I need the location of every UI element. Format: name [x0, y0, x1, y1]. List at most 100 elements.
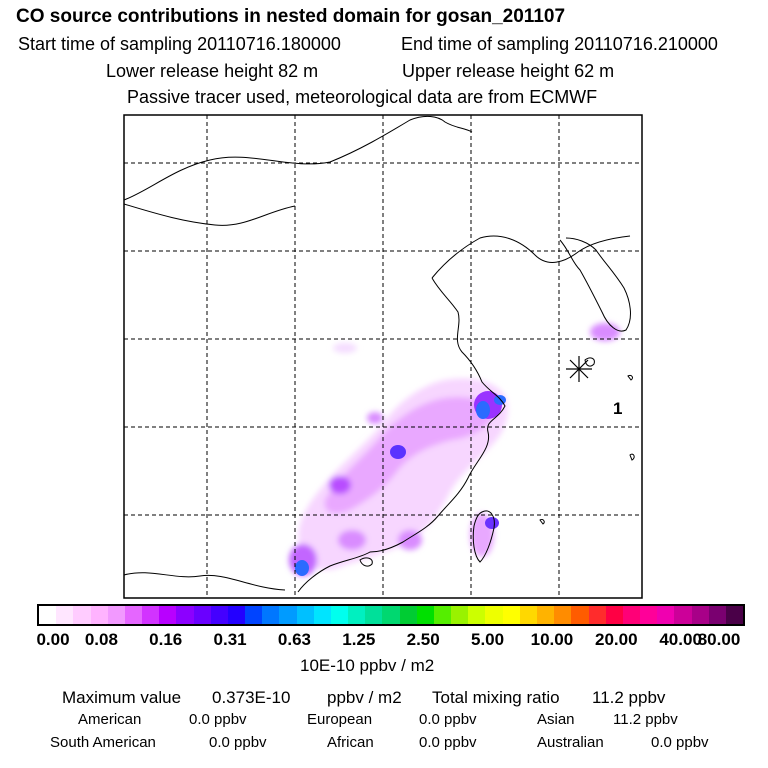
receptor-star-icon — [566, 356, 592, 382]
max-value-label: Maximum value — [62, 688, 182, 707]
island — [584, 357, 595, 367]
island — [627, 375, 633, 381]
colorbar-segment — [502, 606, 520, 624]
region-name: African — [327, 734, 374, 751]
colorbar-segment — [107, 606, 125, 624]
coast-line — [297, 277, 506, 593]
colorbar-tick-label: 0.08 — [84, 630, 118, 649]
colorbar-segment — [365, 606, 383, 624]
region-value: 0.0 ppbv — [419, 711, 477, 728]
region-value: 0.0 ppbv — [189, 711, 247, 728]
concentration-peaks — [295, 391, 506, 576]
colorbar-segment — [571, 606, 589, 624]
colorbar-segment — [657, 606, 675, 624]
colorbar-segment — [708, 606, 726, 624]
colorbar-segment — [227, 606, 246, 624]
colorbar-segment — [691, 606, 709, 624]
colorbar-segment — [39, 606, 57, 624]
total-mixing-ratio-value: 11.2 ppbv — [592, 688, 666, 707]
colorbar-segment — [554, 606, 572, 624]
colorbar-segment — [416, 606, 434, 624]
colorbar-segment — [313, 606, 331, 624]
colorbar-tick-label: 5.00 — [470, 630, 505, 649]
plume-patch — [590, 323, 620, 341]
colorbar-segment — [725, 606, 744, 624]
colorbar-tick-label: 0.31 — [213, 630, 247, 649]
border-line — [124, 572, 286, 591]
peak-core — [485, 517, 499, 529]
coastlines — [124, 115, 635, 593]
colorbar-segment — [176, 606, 194, 624]
region-name: European — [307, 711, 373, 728]
peak-core — [295, 560, 309, 576]
colorbar-segment — [640, 606, 658, 624]
colorbar-segment — [330, 606, 349, 624]
plume-patch — [398, 530, 422, 550]
max-value: 0.373E-10 — [212, 688, 291, 707]
lower-release-height: Lower release height 82 m — [106, 61, 319, 81]
plume-patch — [338, 530, 366, 550]
lat-lon-grid — [124, 115, 642, 598]
korea-coast — [559, 237, 631, 332]
border-line — [124, 115, 473, 201]
upper-release-height: Upper release height 62 m — [402, 61, 615, 81]
colorbar-segment — [605, 606, 623, 624]
colorbar-segment — [399, 606, 417, 624]
colorbar-segment — [588, 606, 606, 624]
colorbar-segment — [296, 606, 314, 624]
colorbar-segment — [622, 606, 641, 624]
region-value: 0.0 ppbv — [209, 734, 267, 751]
region-name: American — [78, 711, 142, 728]
border-line — [124, 203, 296, 226]
colorbar-segment — [142, 606, 160, 624]
plume-mid — [324, 397, 494, 514]
colorbar-segment — [56, 606, 74, 624]
colorbar-tick-label: 80.00 — [697, 630, 741, 649]
region-name: Asian — [537, 711, 575, 728]
colorbar-segment — [519, 606, 537, 624]
colorbar-segment — [485, 606, 503, 624]
region-value: 0.0 ppbv — [419, 734, 477, 751]
colorbar-segment — [193, 606, 211, 624]
region-value: 0.0 ppbv — [651, 734, 709, 751]
colorbar-segment — [73, 606, 91, 624]
peak-core — [390, 445, 406, 459]
sampling-end-time: End time of sampling 20110716.210000 — [401, 34, 718, 54]
colorbar-segment — [262, 606, 280, 624]
sampling-start-time: Start time of sampling 20110716.180000 — [18, 34, 341, 54]
taiwan-coast — [472, 510, 495, 563]
plume-patch — [367, 412, 383, 424]
colorbar-segment — [674, 606, 692, 624]
total-mixing-ratio-label: Total mixing ratio — [432, 688, 560, 707]
plume-patch — [333, 343, 357, 353]
colorbar-segment — [124, 606, 143, 624]
receptor-label: 1 — [613, 399, 622, 418]
peak-core — [494, 395, 506, 405]
colorbar-segment — [433, 606, 452, 624]
colorbar-tick-label: 0.00 — [36, 630, 70, 649]
peak-core — [476, 401, 490, 419]
colorbar-segment — [468, 606, 486, 624]
colorbar-units: 10E-10 ppbv / m2 — [300, 656, 435, 675]
map-frame — [123, 114, 643, 599]
tracer-info: Passive tracer used, meteorological data… — [127, 87, 598, 107]
coast-line — [431, 235, 631, 279]
colorbar-tick-label: 2.50 — [406, 630, 440, 649]
plot-title: CO source contributions in nested domain… — [16, 6, 566, 27]
island — [629, 453, 635, 461]
concentration-field — [289, 323, 620, 576]
colorbar-segment — [451, 606, 469, 624]
colorbar-segment — [210, 606, 228, 624]
island — [539, 519, 545, 525]
colorbar-segment — [382, 606, 400, 624]
colorbar-segment — [536, 606, 555, 624]
colorbar-tick-label: 0.16 — [149, 630, 183, 649]
colorbar-tick-label: 1.25 — [342, 630, 376, 649]
colorbar-tick-label: 20.00 — [594, 630, 638, 649]
max-value-unit: ppbv / m2 — [327, 688, 402, 707]
colorbar-tick-label: 40.00 — [659, 630, 702, 649]
colorbar-segment — [348, 606, 366, 624]
colorbar-tick-label: 10.00 — [530, 630, 574, 649]
colorbar-tick-label: 0.63 — [277, 630, 311, 649]
